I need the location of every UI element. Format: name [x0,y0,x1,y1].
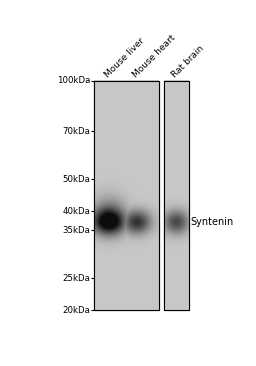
Text: Syntenin: Syntenin [191,217,234,227]
Bar [94,81,159,310]
Text: 100kDa: 100kDa [57,76,90,85]
Text: 40kDa: 40kDa [62,207,90,216]
Text: 20kDa: 20kDa [62,306,90,315]
Text: Mouse heart: Mouse heart [131,33,177,79]
Text: Mouse liver: Mouse liver [103,36,146,79]
Bar [164,81,189,310]
Bar [94,81,159,310]
Text: 35kDa: 35kDa [62,226,90,235]
Text: 25kDa: 25kDa [62,274,90,283]
Bar [164,81,189,310]
Text: Rat brain: Rat brain [170,44,206,79]
Text: 50kDa: 50kDa [62,175,90,184]
Text: 70kDa: 70kDa [62,127,90,136]
